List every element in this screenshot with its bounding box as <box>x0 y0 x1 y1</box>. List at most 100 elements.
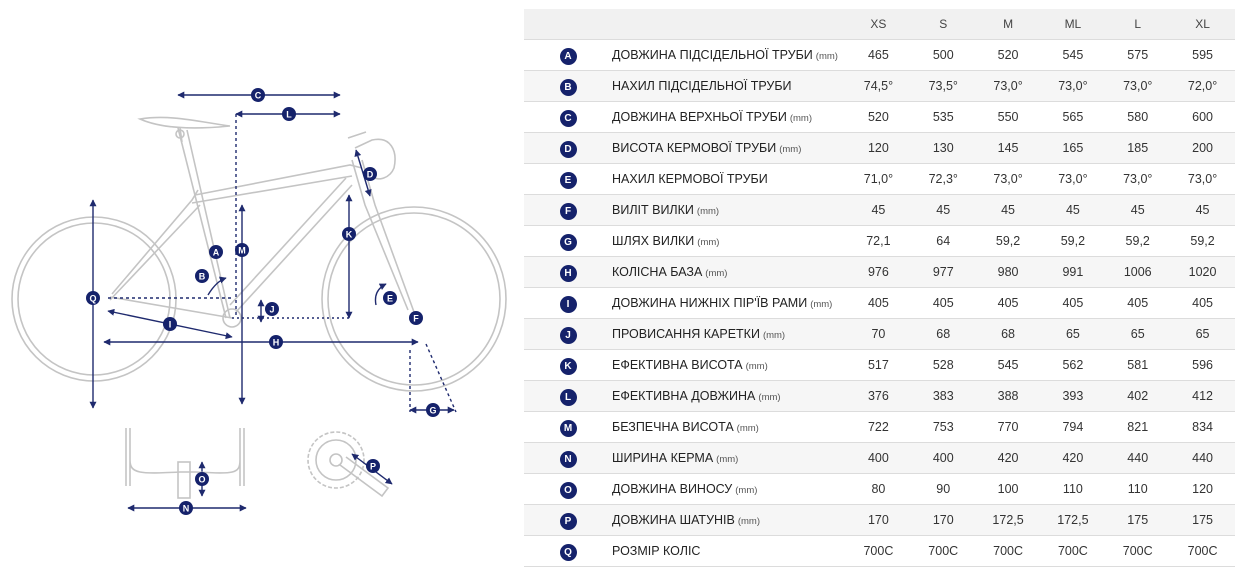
value-cell: 980 <box>975 256 1041 288</box>
value-cell: 1006 <box>1105 256 1171 288</box>
value-cell: 74,5° <box>846 70 911 102</box>
row-badge-cell: F <box>524 194 612 226</box>
bike-geometry-diagram: A B C D E F G H I J K L M N O P Q <box>11 88 507 515</box>
value-cell: 976 <box>846 256 911 288</box>
measurement-name-cell: НАХИЛ КЕРМОВОЇ ТРУБИ <box>612 163 846 195</box>
value-cell: 440 <box>1170 442 1235 474</box>
size-header-xs: XS <box>846 9 911 40</box>
diagram-marker-f: F <box>409 311 423 325</box>
table-row: D ВИСОТА КЕРМОВОЇ ТРУБИ (mm) 120 130 145 165 18… <box>524 132 1235 164</box>
measurement-unit: (mm) <box>696 206 720 217</box>
value-cell: 405 <box>1105 287 1171 319</box>
measurement-name: ПРОВИСАННЯ КАРЕТКИ <box>612 327 760 341</box>
measurement-code-badge: B <box>559 78 577 96</box>
measurement-code-badge: O <box>559 481 577 499</box>
value-cell: 700C <box>1170 535 1235 567</box>
value-cell: 90 <box>910 473 976 505</box>
value-cell: 388 <box>975 380 1041 412</box>
value-cell: 73,0° <box>1040 163 1106 195</box>
measurement-unit: (mm) <box>789 113 813 124</box>
value-cell: 80 <box>846 473 911 505</box>
value-cell: 45 <box>975 194 1041 226</box>
diagram-marker-q: Q <box>86 291 100 305</box>
measurement-name: ВИСОТА КЕРМОВОЇ ТРУБИ <box>612 141 777 155</box>
table-row: A ДОВЖИНА ПІДСІДЕЛЬНОЇ ТРУБИ (mm) 465 500 520… <box>524 39 1235 71</box>
row-badge-cell: I <box>524 287 612 319</box>
measurement-unit: (mm) <box>737 516 761 527</box>
table-row: K ЕФЕКТИВНА ВИСОТА (mm) 517 528 545 562 581 596 <box>524 349 1235 381</box>
value-cell: 580 <box>1105 101 1171 133</box>
table-row: Q РОЗМІР КОЛІС 700C 700C 700C 700C 700C 700C <box>524 535 1235 567</box>
diagram-marker-label: H <box>273 338 280 348</box>
value-cell: 794 <box>1040 411 1106 443</box>
diagram-marker-label: O <box>198 475 205 485</box>
value-cell: 520 <box>975 39 1041 71</box>
diagram-marker-label: E <box>387 294 393 304</box>
diagram-marker-h: H <box>269 335 283 349</box>
measurement-unit: (mm) <box>736 423 759 434</box>
diagram-marker-label: D <box>367 170 374 180</box>
diagram-marker-label: J <box>269 305 274 315</box>
value-cell: 440 <box>1105 442 1171 474</box>
measurement-name: ДОВЖИНА ВИНОСУ <box>612 482 733 496</box>
diagram-marker-e: E <box>383 291 397 305</box>
diagram-marker-p: P <box>366 459 380 473</box>
value-cell: 821 <box>1105 411 1171 443</box>
table-row: P ДОВЖИНА ШАТУНІВ (mm) 170 170 172,5 172,5 175 1… <box>524 504 1235 536</box>
value-cell: 175 <box>1105 504 1171 536</box>
measurement-name: ШЛЯХ ВИЛКИ <box>612 234 695 248</box>
value-cell: 545 <box>975 349 1041 381</box>
row-badge-cell: B <box>524 70 612 102</box>
measurement-name: КОЛІСНА БАЗА <box>612 265 703 279</box>
value-cell: 400 <box>910 442 976 474</box>
measurement-code-badge: G <box>559 233 577 251</box>
measurement-code-badge: N <box>559 450 577 468</box>
value-cell: 59,2 <box>1040 225 1106 257</box>
value-cell: 130 <box>910 132 976 164</box>
measurement-name: ДОВЖИНА ШАТУНІВ <box>612 513 735 527</box>
table-row: M БЕЗПЕЧНА ВИСОТА (mm) 722 753 770 794 821 834 <box>524 411 1235 443</box>
value-cell: 59,2 <box>1105 225 1171 257</box>
table-row: H КОЛІСНА БАЗА (mm) 976 977 980 991 1006 1020 <box>524 256 1235 288</box>
measurement-name: БЕЗПЕЧНА ВИСОТА <box>612 420 734 434</box>
row-badge-cell: G <box>524 225 612 257</box>
measurement-code-badge: A <box>559 47 577 65</box>
value-cell: 73,0° <box>1170 163 1235 195</box>
row-badge-cell: A <box>524 39 612 71</box>
measurement-code-badge: Q <box>559 543 577 561</box>
diagram-marker-l: L <box>282 107 296 121</box>
value-cell: 575 <box>1105 39 1171 71</box>
row-badge-cell: Q <box>524 535 612 567</box>
measurement-name-cell: ДОВЖИНА ВИНОСУ (mm) <box>612 473 846 505</box>
measurement-name: ДОВЖИНА НИЖНІХ ПІР'ЇВ РАМИ <box>612 296 808 310</box>
measurement-unit: (mm) <box>697 237 720 248</box>
diagram-marker-label: F <box>413 314 419 324</box>
value-cell: 700C <box>910 535 976 567</box>
diagram-marker-j: J <box>265 302 279 316</box>
diagram-marker-o: O <box>195 472 209 486</box>
value-cell: 65 <box>1040 318 1106 350</box>
value-cell: 535 <box>910 101 976 133</box>
header-name-cell <box>612 9 846 40</box>
geometry-table-body: A ДОВЖИНА ПІДСІДЕЛЬНОЇ ТРУБИ (mm) 465 500 520… <box>524 39 1235 567</box>
measurement-name: ДОВЖИНА ПІДСІДЕЛЬНОЇ ТРУБИ <box>612 48 813 62</box>
geometry-table: XS S M ML L XL A ДОВЖИНА ПІДСІДЕЛЬНОЇ ТРУ… <box>524 9 1235 567</box>
table-row: C ДОВЖИНА ВЕРХНЬОЇ ТРУБИ (mm) 520 535 550 565 5… <box>524 101 1235 133</box>
measurement-name-cell: ВИСОТА КЕРМОВОЇ ТРУБИ (mm) <box>612 132 846 164</box>
measurement-name-cell: КОЛІСНА БАЗА (mm) <box>612 256 846 288</box>
row-badge-cell: P <box>524 504 612 536</box>
measurement-code-badge: M <box>559 419 577 437</box>
value-cell: 68 <box>975 318 1041 350</box>
value-cell: 977 <box>910 256 976 288</box>
measurement-unit: (mm) <box>716 454 739 465</box>
measurement-unit: (mm) <box>762 330 786 341</box>
header-empty-cell <box>524 9 612 40</box>
value-cell: 420 <box>975 442 1041 474</box>
diagram-marker-label: K <box>346 230 353 240</box>
diagram-marker-n: N <box>179 501 193 515</box>
row-badge-cell: L <box>524 380 612 412</box>
table-row: I ДОВЖИНА НИЖНІХ ПІР'ЇВ РАМИ (mm) 405 405 405… <box>524 287 1235 319</box>
table-row: N ШИРИНА КЕРМА (mm) 400 400 420 420 440 440 <box>524 442 1235 474</box>
value-cell: 393 <box>1040 380 1106 412</box>
value-cell: 753 <box>910 411 976 443</box>
